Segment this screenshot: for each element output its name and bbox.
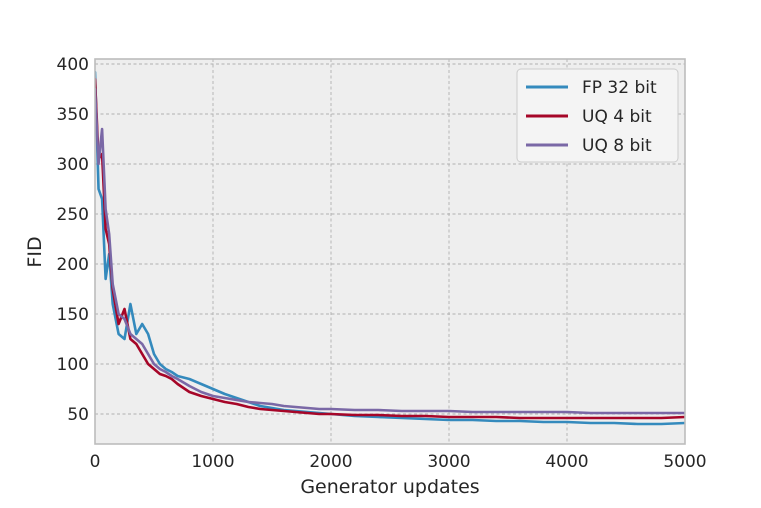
series-line-3 (95, 87, 685, 415)
legend: FP 32 bit UQ 4 bit UQ 8 bit (516, 68, 679, 163)
plot-frame (94, 58, 686, 445)
y-axis-title: FID (24, 236, 46, 267)
y-tick-label: 350 (57, 105, 89, 125)
x-tick-label: 4000 (545, 452, 588, 472)
y-tick-label: 100 (57, 355, 89, 375)
legend-box (516, 68, 679, 163)
series-line-2 (95, 77, 685, 420)
legend-label: UQ 4 bit (582, 107, 652, 127)
x-tick-label: 1000 (191, 452, 234, 472)
x-tick-labels: 0 1000 2000 3000 4000 5000 (90, 452, 707, 472)
legend-label: UQ 8 bit (582, 136, 652, 156)
y-tick-label: 50 (67, 405, 89, 425)
y-tick-label: 250 (57, 205, 89, 225)
x-tick-label: 3000 (427, 452, 470, 472)
y-tick-label: 150 (57, 305, 89, 325)
y-tick-label: 200 (57, 255, 89, 275)
legend-label: FP 32 bit (582, 78, 657, 98)
x-axis-title: Generator updates (300, 476, 479, 498)
x-tick-label: 5000 (663, 452, 706, 472)
x-tick-label: 0 (90, 452, 101, 472)
x-tick-label: 2000 (309, 452, 352, 472)
y-tick-labels: 50 100 150 200 250 300 350 400 (57, 55, 89, 425)
y-tick-label: 400 (57, 55, 89, 75)
series-layer (95, 70, 685, 426)
y-tick-label: 300 (57, 155, 89, 175)
